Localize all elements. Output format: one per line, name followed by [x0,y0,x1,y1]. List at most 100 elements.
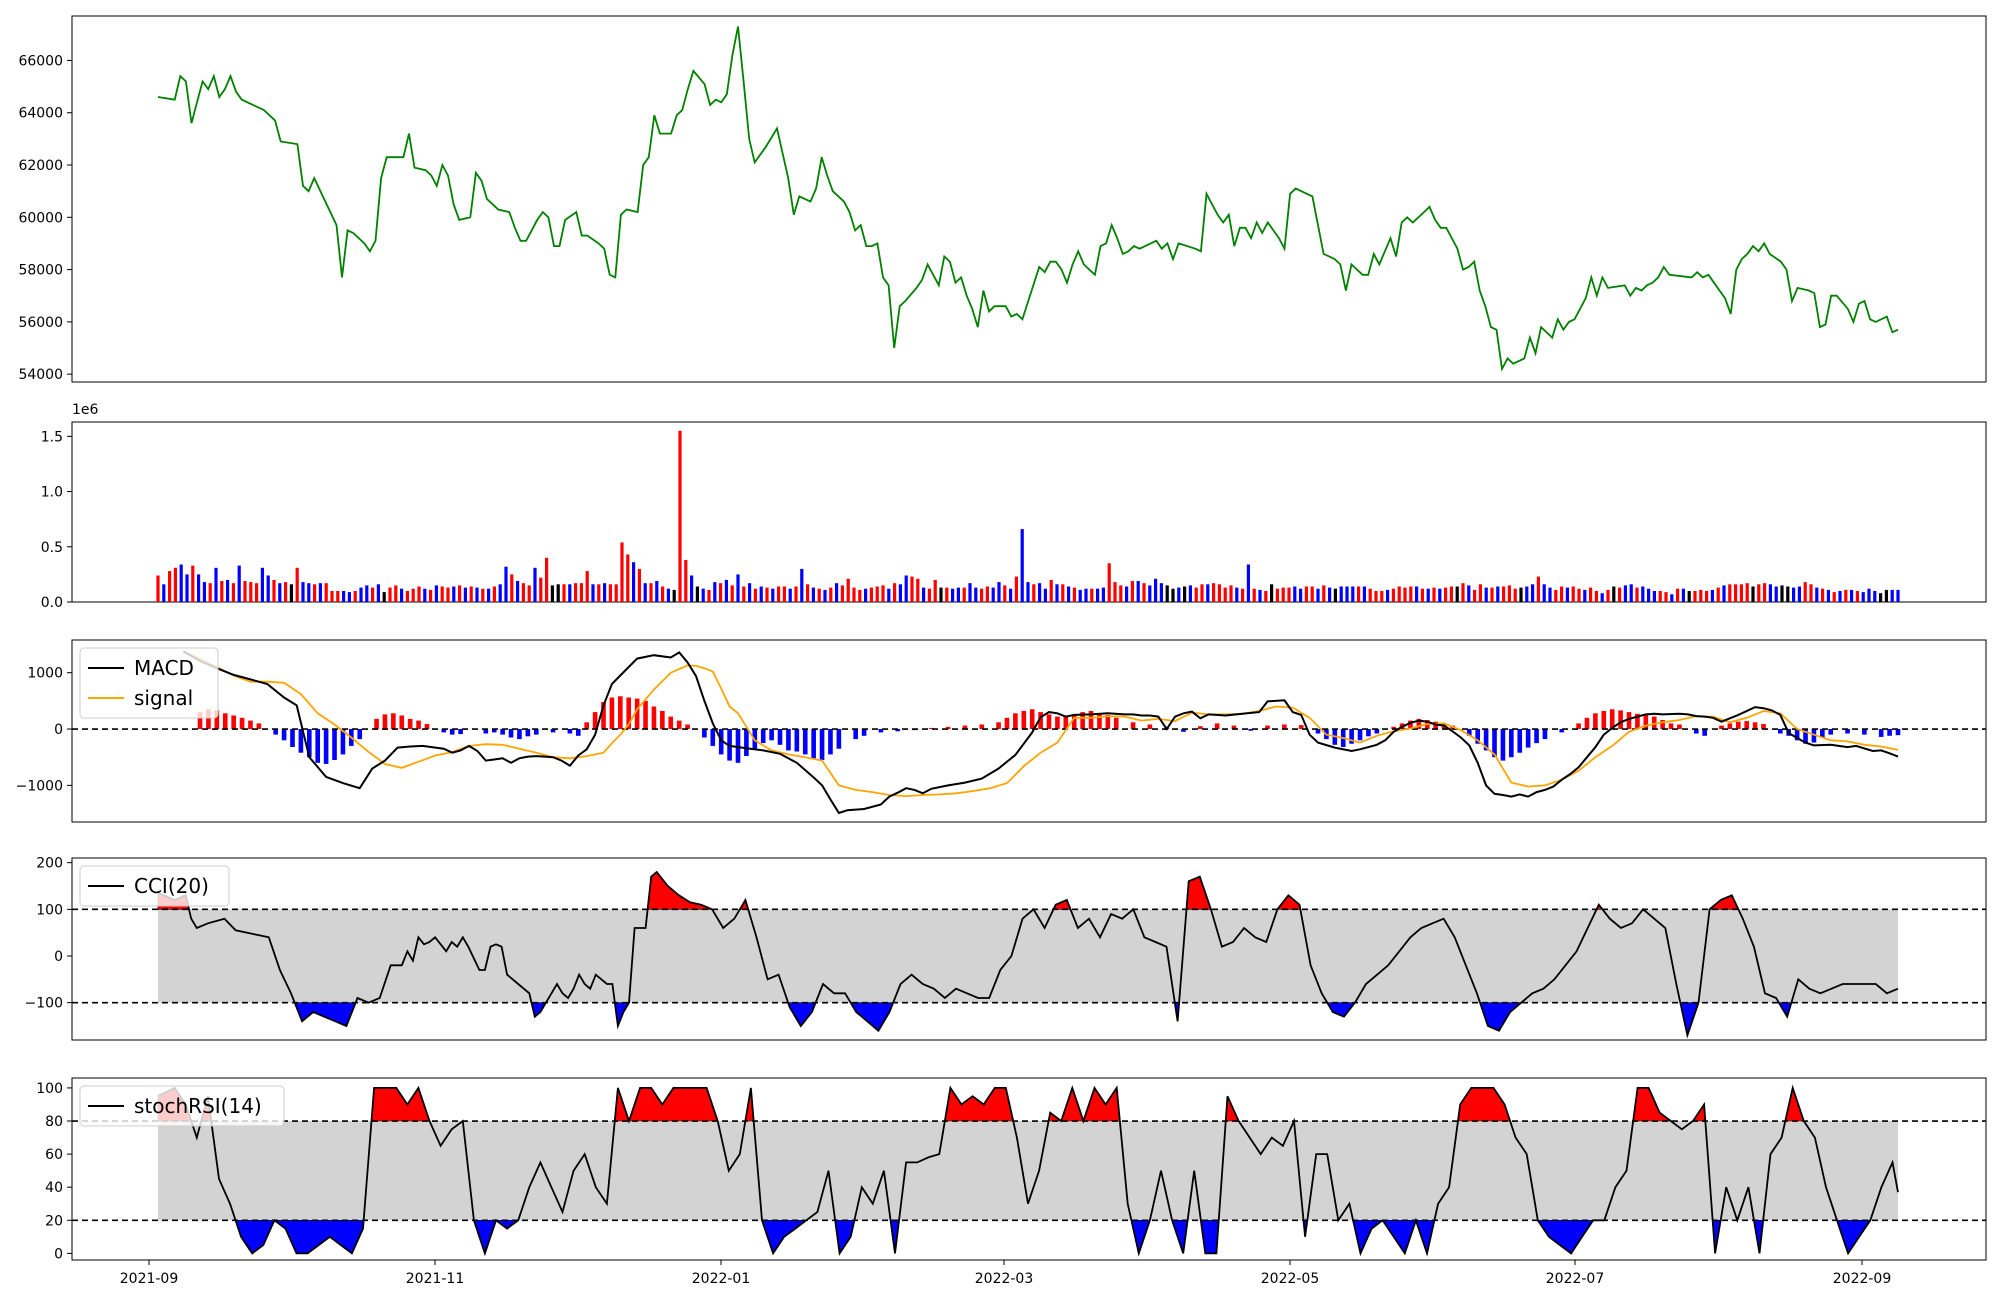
macd-histogram-bar [550,729,556,733]
volume-bar [777,586,781,602]
volume-bar [603,583,607,602]
macd-histogram-bar [1559,729,1565,733]
volume-bar [997,582,1001,602]
volume-bar [1844,589,1848,602]
x-tick-label: 2021-09 [120,1271,179,1287]
volume-bar [835,583,839,602]
volume-bar [875,586,879,602]
volume-bar [1316,588,1320,602]
macd-histogram-bar [962,725,968,729]
volume-bar [933,579,937,602]
volume-bar [336,591,340,602]
macd-histogram-bar [1214,723,1220,729]
volume-bar [1223,587,1227,602]
macd-histogram-bar [945,726,951,730]
macd-histogram-bar [374,718,379,729]
volume-bar [1583,589,1587,602]
macd-histogram-bar [256,723,262,729]
volume-ytick-label: 1.0 [41,485,63,501]
macd-histogram-bar [651,706,657,729]
volume-bar [394,585,398,602]
volume-bar [1415,586,1419,602]
volume-bar [313,584,317,602]
price-ytick-label: 64000 [18,106,63,122]
macd-histogram-bar [306,729,312,758]
macd-histogram-bar [1727,723,1733,729]
volume-bar [458,585,462,602]
macd-histogram-bar [1038,712,1043,729]
volume-bar [307,583,311,602]
macd-histogram-bar [1500,729,1506,761]
volume-bar [719,583,723,602]
volume-bar [1577,588,1581,602]
volume-bar [510,574,514,602]
volume-bar [481,588,485,602]
price-ytick-label: 56000 [18,315,63,331]
volume-bar [701,588,705,602]
volume-bar [1026,582,1030,602]
macd-histogram-bar [601,702,606,729]
volume-bar [1188,585,1192,602]
volume-bar [1461,583,1465,602]
volume-bar [893,583,897,602]
volume-bar [1136,581,1140,602]
volume-bar [1792,587,1796,602]
volume-bar [1217,584,1221,602]
macd-histogram-bar [685,724,690,729]
volume-bar [289,584,293,602]
volume-bar [1757,584,1761,602]
volume-bar [782,586,786,602]
x-tick-label: 2021-11 [406,1271,465,1287]
volume-bar [1304,586,1308,602]
macd-histogram-bar [407,718,413,729]
macd-histogram-bar [1374,729,1380,734]
volume-bar [956,587,960,602]
volume-bar [1183,586,1187,602]
volume-bar [1438,588,1442,602]
volume-bar [1148,585,1152,602]
volume-bar [1258,589,1262,602]
volume-bar [516,581,520,602]
macd-histogram-bar [1828,729,1834,735]
volume-bar [1664,592,1668,602]
volume-bar [968,583,972,602]
volume-bar [736,574,740,602]
volume-bar [858,589,862,602]
macd-histogram-bar [1887,729,1892,736]
volume-bar [463,587,467,602]
volume-bar [1072,587,1076,602]
volume-bar [173,567,177,602]
macd-histogram-bar [1105,714,1111,729]
macd-histogram-bar [777,729,783,745]
macd-histogram-bar [676,720,682,730]
volume-bar [417,586,421,602]
volume-bar [945,587,949,602]
volume-bar [1252,588,1256,602]
volume-bar [266,575,270,602]
macd-histogram-bar [1794,729,1800,741]
macd-ytick-label: 1000 [27,666,63,682]
volume-bar [1565,587,1569,602]
macd-legend-label: signal [134,686,193,710]
cci-frame [71,857,1987,1041]
stochrsi-panel: 0 20 40 60 80 100 stochRSI(14) [36,1077,1987,1262]
volume-bar [452,586,456,602]
stochrsi-legend-label: stochRSI(14) [134,1094,262,1118]
volume-bar [1455,586,1459,602]
macd-histogram-bar [1349,729,1354,744]
volume-bar [1113,582,1117,602]
volume-bar [771,588,775,602]
volume-bar [1357,586,1361,602]
volume-bar [1032,584,1036,602]
macd-histogram-bar [1693,729,1699,734]
volume-bar [1101,587,1105,602]
volume-bar [1623,585,1627,602]
volume-bar [1403,587,1407,602]
volume-bar [1531,584,1535,602]
macd-histogram-bar [1626,712,1632,729]
macd-histogram-bar [1651,716,1657,729]
volume-bar [1670,594,1674,602]
volume-bar [1687,591,1691,602]
volume-bar [545,557,549,602]
